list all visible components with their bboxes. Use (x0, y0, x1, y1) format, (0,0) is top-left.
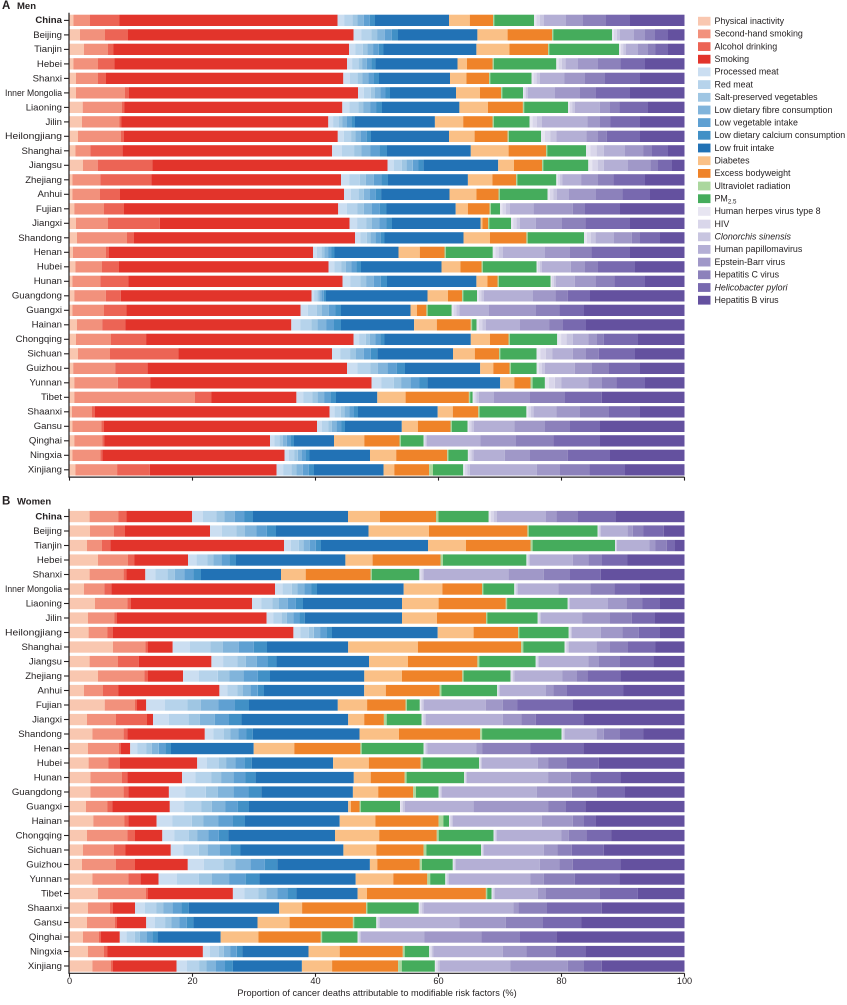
svg-text:Hubei: Hubei (37, 262, 62, 273)
svg-text:Guizhou: Guizhou (26, 859, 62, 870)
svg-text:Beijing: Beijing (33, 526, 62, 537)
svg-text:Shanghai: Shanghai (21, 146, 62, 157)
svg-text:100: 100 (677, 976, 692, 986)
svg-text:Hunan: Hunan (34, 276, 62, 287)
svg-text:Chongqing: Chongqing (16, 334, 62, 345)
svg-text:PM2.5: PM2.5 (715, 194, 737, 206)
svg-text:Anhui: Anhui (37, 189, 62, 200)
svg-text:Tianjin: Tianjin (34, 540, 62, 551)
svg-text:Diabetes: Diabetes (715, 156, 751, 166)
svg-text:Xinjiang: Xinjiang (28, 465, 62, 476)
svg-text:Inner Mongolia: Inner Mongolia (5, 584, 63, 595)
svg-text:Gansu: Gansu (34, 421, 62, 432)
svg-text:Fujian: Fujian (36, 204, 62, 215)
svg-text:Hunan: Hunan (34, 772, 62, 783)
svg-text:Heilongjiang: Heilongjiang (5, 131, 62, 142)
svg-text:Tibet: Tibet (41, 888, 62, 899)
svg-text:Proportion of cancer deaths at: Proportion of cancer deaths attributable… (237, 988, 516, 998)
svg-text:Physical inactivity: Physical inactivity (715, 16, 785, 26)
svg-text:Jilin: Jilin (45, 117, 62, 128)
svg-text:Shanxi: Shanxi (33, 73, 62, 84)
svg-text:Jiangsu: Jiangsu (29, 656, 62, 667)
svg-text:Guangdong: Guangdong (12, 291, 62, 302)
svg-text:Hainan: Hainan (32, 816, 62, 827)
svg-text:Heilongjiang: Heilongjiang (5, 627, 62, 638)
svg-text:Anhui: Anhui (37, 685, 62, 696)
svg-text:Shanghai: Shanghai (21, 642, 62, 653)
svg-text:Hepatitis C virus: Hepatitis C virus (715, 270, 780, 280)
svg-text:Zhejiang: Zhejiang (25, 671, 62, 682)
svg-text:Ningxia: Ningxia (30, 450, 63, 461)
svg-text:Shandong: Shandong (18, 233, 62, 244)
svg-text:Guangxi: Guangxi (26, 801, 62, 812)
svg-text:Zhejiang: Zhejiang (25, 175, 62, 186)
svg-text:HIV: HIV (715, 219, 730, 229)
svg-text:China: China (35, 511, 62, 522)
svg-text:0: 0 (67, 976, 72, 986)
svg-text:Liaoning: Liaoning (26, 102, 62, 113)
svg-text:Clonorchis sinensis: Clonorchis sinensis (715, 232, 792, 242)
svg-text:Liaoning: Liaoning (26, 598, 62, 609)
svg-text:Shanxi: Shanxi (33, 569, 62, 580)
svg-text:Human papillomavirus: Human papillomavirus (715, 244, 803, 254)
svg-text:Henan: Henan (34, 247, 62, 258)
svg-text:Qinghai: Qinghai (29, 436, 62, 447)
svg-text:Qinghai: Qinghai (29, 932, 62, 943)
svg-text:Low fruit intake: Low fruit intake (715, 143, 775, 153)
svg-text:Sichuan: Sichuan (27, 845, 62, 856)
svg-text:Tianjin: Tianjin (34, 44, 62, 55)
svg-text:B: B (2, 496, 10, 508)
svg-text:Men: Men (17, 1, 36, 12)
svg-text:Sichuan: Sichuan (27, 349, 62, 360)
svg-text:Xinjiang: Xinjiang (28, 961, 62, 972)
svg-text:Hubei: Hubei (37, 758, 62, 769)
svg-text:Guangdong: Guangdong (12, 787, 62, 798)
svg-text:Excess bodyweight: Excess bodyweight (715, 168, 792, 178)
svg-text:Jiangxi: Jiangxi (32, 218, 62, 229)
svg-text:Hebei: Hebei (37, 59, 62, 70)
svg-text:Tibet: Tibet (41, 392, 62, 403)
svg-text:Smoking: Smoking (715, 54, 750, 64)
svg-text:Guangxi: Guangxi (26, 305, 62, 316)
svg-text:Guizhou: Guizhou (26, 363, 62, 374)
svg-text:60: 60 (433, 976, 443, 986)
svg-text:Ningxia: Ningxia (30, 946, 63, 957)
svg-text:A: A (2, 0, 10, 12)
svg-text:Beijing: Beijing (33, 30, 62, 41)
svg-text:Red meat: Red meat (715, 79, 754, 89)
svg-text:Helicobacter pylori: Helicobacter pylori (715, 282, 789, 292)
svg-text:Women: Women (17, 496, 51, 507)
svg-text:Ultraviolet radiation: Ultraviolet radiation (715, 181, 791, 191)
svg-text:Processed meat: Processed meat (715, 67, 780, 77)
svg-text:Fujian: Fujian (36, 700, 62, 711)
svg-text:Hainan: Hainan (32, 320, 62, 331)
svg-text:Yunnan: Yunnan (29, 378, 62, 389)
svg-text:Low dietary calcium consumptio: Low dietary calcium consumption (715, 130, 846, 140)
svg-text:Epstein-Barr virus: Epstein-Barr virus (715, 257, 786, 267)
svg-text:Second-hand smoking: Second-hand smoking (715, 29, 803, 39)
svg-text:Inner Mongolia: Inner Mongolia (5, 88, 63, 99)
svg-text:China: China (35, 15, 62, 26)
svg-text:Gansu: Gansu (34, 917, 62, 928)
svg-text:Chongqing: Chongqing (16, 830, 62, 841)
svg-text:Low vegetable intake: Low vegetable intake (715, 117, 798, 127)
svg-text:Jiangsu: Jiangsu (29, 160, 62, 171)
svg-text:Jiangxi: Jiangxi (32, 714, 62, 725)
svg-text:Shaanxi: Shaanxi (27, 903, 62, 914)
svg-text:Low dietary fibre consumption: Low dietary fibre consumption (715, 105, 833, 115)
svg-text:Yunnan: Yunnan (29, 874, 62, 885)
svg-text:Human herpes virus type 8: Human herpes virus type 8 (715, 206, 821, 216)
svg-text:Henan: Henan (34, 743, 62, 754)
svg-text:Shandong: Shandong (18, 729, 62, 740)
svg-text:Alcohol drinking: Alcohol drinking (715, 41, 778, 51)
svg-text:Jilin: Jilin (45, 613, 62, 624)
svg-text:40: 40 (310, 976, 320, 986)
svg-text:20: 20 (187, 976, 197, 986)
svg-text:Hepatitis B virus: Hepatitis B virus (715, 295, 780, 305)
svg-text:Hebei: Hebei (37, 555, 62, 566)
svg-text:Shaanxi: Shaanxi (27, 407, 62, 418)
svg-text:80: 80 (556, 976, 566, 986)
svg-text:Salt-preserved vegetables: Salt-preserved vegetables (715, 92, 819, 102)
